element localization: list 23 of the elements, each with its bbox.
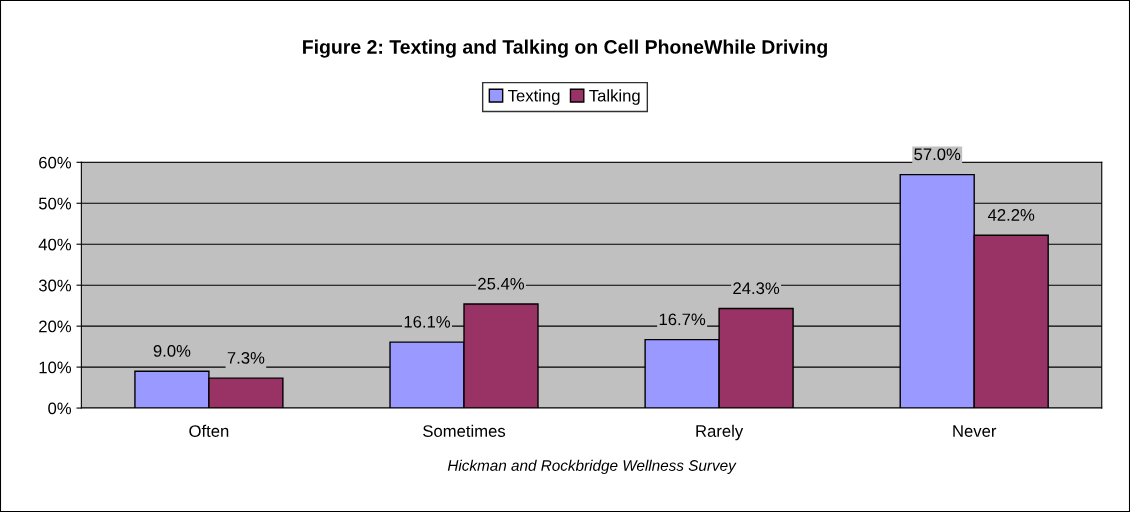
- data-label: 16.1%: [404, 315, 451, 328]
- data-label: 42.2%: [987, 209, 1035, 221]
- data-label: 25.4%: [478, 277, 525, 290]
- x-axis-title: Hickman and Rockbridge Wellness Survey: [447, 459, 737, 474]
- x-tick-label: Rarely: [696, 424, 744, 441]
- y-tick-label: 10%: [39, 361, 72, 374]
- data-label: 16.7%: [659, 313, 706, 326]
- x-tick-label: Sometimes: [423, 424, 506, 437]
- data-label: 57.0%: [914, 148, 961, 161]
- legend-label: Talking: [589, 89, 640, 105]
- y-tick-label: 0%: [48, 402, 72, 415]
- chart-title: Figure 2: Texting and Talking on Cell PhoneWhile Driving: [303, 39, 827, 58]
- data-label: 7.3%: [227, 351, 265, 364]
- x-tick-label: Never: [953, 425, 997, 437]
- y-tick-label: 40%: [38, 238, 72, 251]
- data-label: 9.0%: [153, 344, 191, 357]
- y-tick-label: 50%: [38, 197, 72, 210]
- data-label: 24.3%: [733, 282, 780, 295]
- y-tick-label: 60%: [39, 156, 72, 169]
- legend-label: Texting: [508, 89, 560, 105]
- x-tick-label: Often: [189, 424, 229, 437]
- y-tick-label: 20%: [39, 320, 72, 333]
- y-tick-label: 30%: [38, 279, 72, 292]
